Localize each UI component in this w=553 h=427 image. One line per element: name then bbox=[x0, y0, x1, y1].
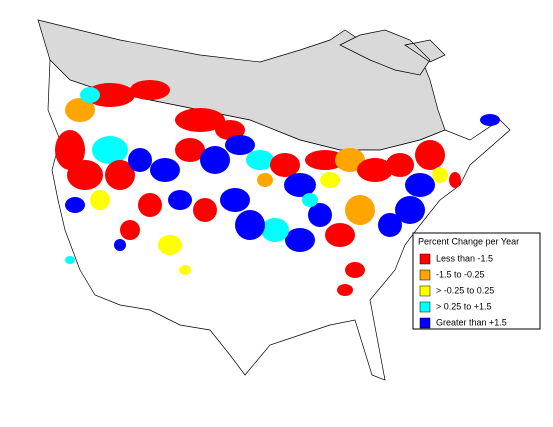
trend-region bbox=[378, 213, 402, 237]
legend-swatch bbox=[419, 269, 431, 281]
trend-region bbox=[325, 223, 355, 247]
trend-region bbox=[65, 256, 75, 264]
legend-label: -1.5 to -0.25 bbox=[436, 269, 485, 279]
trend-region bbox=[128, 148, 152, 172]
trend-region bbox=[395, 196, 425, 224]
legend-swatch bbox=[419, 317, 431, 329]
trend-regions bbox=[55, 80, 500, 296]
legend-label: > -0.25 to 0.25 bbox=[436, 285, 494, 295]
trend-region bbox=[235, 210, 265, 240]
trend-region bbox=[175, 108, 225, 132]
trend-region bbox=[220, 188, 250, 212]
trend-region bbox=[284, 173, 316, 197]
legend-label: Less than -1.5 bbox=[436, 253, 493, 263]
trend-region bbox=[215, 120, 245, 140]
legend-label: > 0.25 to +1.5 bbox=[436, 301, 492, 311]
trend-region bbox=[405, 173, 435, 197]
trend-region bbox=[67, 160, 103, 190]
trend-region bbox=[285, 228, 315, 252]
trend-region bbox=[92, 136, 128, 164]
trend-region bbox=[345, 262, 365, 278]
trend-region bbox=[168, 190, 192, 210]
legend-title: Percent Change per Year bbox=[418, 236, 519, 246]
trend-region bbox=[130, 80, 170, 100]
legend-box bbox=[412, 232, 541, 330]
trend-region bbox=[105, 160, 135, 190]
legend-swatch bbox=[419, 253, 431, 265]
trend-region bbox=[345, 195, 375, 225]
trend-region bbox=[114, 239, 126, 251]
trend-region bbox=[55, 130, 85, 170]
trend-region bbox=[415, 140, 445, 170]
trend-region bbox=[138, 193, 162, 217]
trend-region bbox=[175, 138, 205, 162]
trend-region bbox=[270, 153, 300, 177]
trend-region bbox=[90, 190, 110, 210]
trend-region bbox=[305, 150, 345, 170]
trend-region bbox=[261, 218, 289, 242]
trend-region bbox=[193, 198, 217, 222]
trend-region bbox=[246, 150, 274, 170]
trend-region bbox=[357, 158, 393, 182]
trend-region bbox=[257, 173, 273, 187]
trend-region bbox=[308, 203, 332, 227]
trend-region bbox=[225, 135, 255, 155]
trend-region bbox=[80, 87, 100, 103]
legend-swatch bbox=[419, 285, 431, 297]
trend-region bbox=[320, 172, 340, 188]
trend-region bbox=[335, 148, 365, 172]
trend-region bbox=[337, 284, 353, 296]
legend-items: Less than -1.5 -1.5 to -0.25 > -0.25 to 0.… bbox=[419, 253, 507, 329]
trend-region bbox=[449, 172, 461, 188]
trend-region bbox=[302, 193, 318, 207]
trend-region bbox=[179, 265, 191, 275]
legend-label: Greater than +1.5 bbox=[436, 317, 507, 327]
trend-region bbox=[480, 114, 500, 126]
trend-region bbox=[386, 153, 414, 177]
trend-region bbox=[85, 83, 135, 107]
trend-region bbox=[432, 167, 448, 183]
trend-region bbox=[158, 235, 182, 255]
trend-region bbox=[150, 158, 180, 182]
legend-swatch bbox=[419, 301, 431, 313]
trend-region bbox=[65, 98, 95, 122]
arctic-islands bbox=[339, 29, 446, 76]
trend-region bbox=[65, 197, 85, 213]
trend-region bbox=[200, 146, 230, 174]
trend-region bbox=[120, 220, 140, 240]
